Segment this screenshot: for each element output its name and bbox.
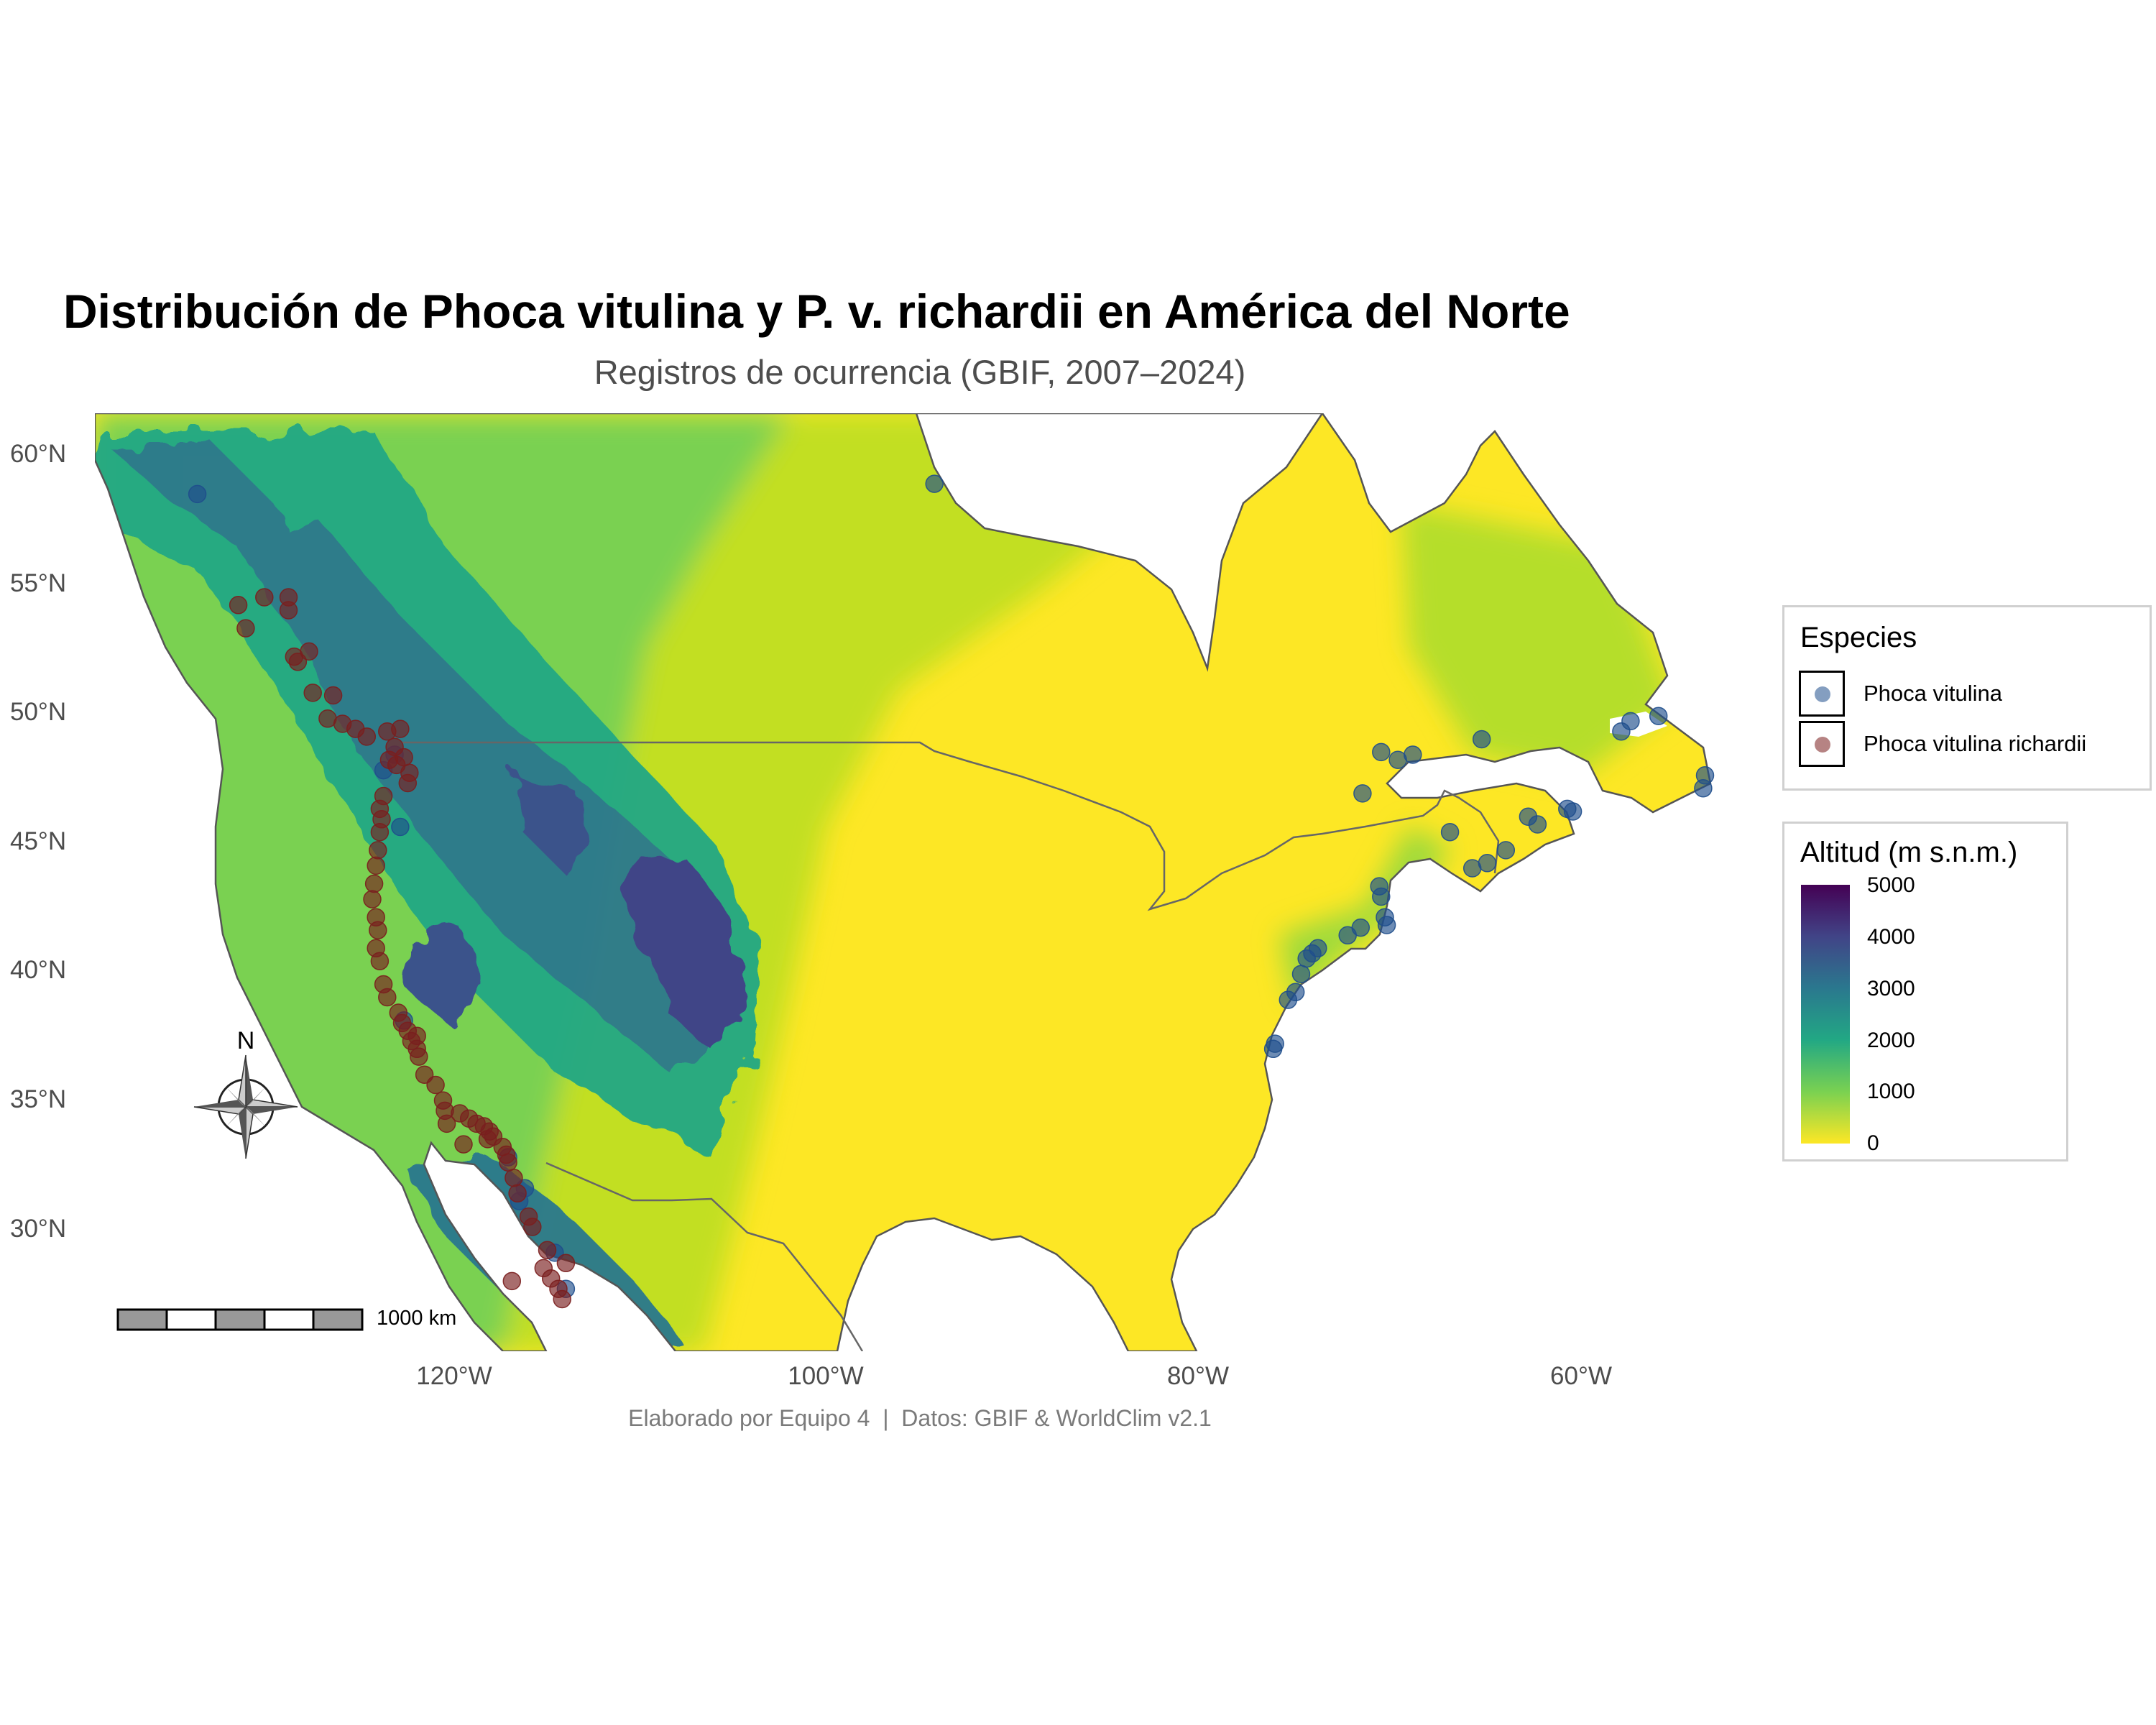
point-phoca-richardii xyxy=(236,619,255,638)
point-phoca-vitulina xyxy=(1377,916,1396,934)
point-phoca-vitulina xyxy=(1563,802,1583,821)
y-tick-label: 55°N xyxy=(10,569,67,597)
point-phoca-richardii xyxy=(300,642,318,661)
x-tick-label: 120°W xyxy=(416,1362,492,1390)
point-phoca-vitulina xyxy=(1694,778,1713,798)
point-phoca-vitulina xyxy=(1649,707,1668,725)
point-phoca-vitulina xyxy=(1478,854,1497,873)
point-phoca-richardii xyxy=(363,890,382,908)
point-phoca-richardii xyxy=(369,921,387,939)
y-tick-label: 40°N xyxy=(10,956,67,984)
north-arrow-label: N xyxy=(237,1027,255,1054)
scale-bar-label: 1000 km xyxy=(377,1307,457,1330)
y-tick-label: 45°N xyxy=(10,827,67,855)
point-phoca-richardii xyxy=(303,684,322,702)
point-phoca-vitulina xyxy=(1440,822,1460,842)
species-legend-title: Especies xyxy=(1800,622,1917,653)
map-title: Distribución de Phoca vitulina y P. v. r… xyxy=(63,285,1570,338)
point-phoca-richardii xyxy=(499,1153,517,1172)
point-phoca-richardii xyxy=(279,601,298,620)
point-phoca-richardii xyxy=(391,719,410,738)
point-phoca-richardii xyxy=(523,1218,542,1236)
x-tick-label: 100°W xyxy=(788,1362,864,1390)
point-phoca-vitulina xyxy=(1372,887,1391,906)
point-phoca-richardii xyxy=(229,596,248,615)
point-phoca-vitulina xyxy=(1404,745,1422,764)
point-phoca-richardii xyxy=(370,952,390,970)
point-phoca-richardii xyxy=(367,856,385,875)
colorbar-tick: 4000 xyxy=(1867,925,1915,949)
point-phoca-richardii xyxy=(508,1184,527,1203)
point-phoca-vitulina xyxy=(1472,730,1491,749)
point-phoca-vitulina xyxy=(1338,926,1357,945)
elevation-colorbar xyxy=(1801,885,1850,1144)
point-phoca-vitulina xyxy=(1612,722,1631,741)
point-phoca-richardii xyxy=(318,709,337,728)
point-phoca-richardii xyxy=(478,1130,497,1149)
point-phoca-vitulina xyxy=(1279,990,1298,1009)
point-phoca-richardii xyxy=(398,773,418,793)
point-phoca-vitulina xyxy=(188,484,207,504)
colorbar-tick: 2000 xyxy=(1867,1029,1915,1052)
colorbar-tick: 5000 xyxy=(1867,873,1915,897)
legend-dot-richardii xyxy=(1815,737,1830,753)
y-tick-label: 30°N xyxy=(10,1215,67,1243)
point-phoca-richardii xyxy=(502,1271,522,1291)
point-phoca-richardii xyxy=(426,1075,445,1095)
point-phoca-richardii xyxy=(387,755,406,775)
point-phoca-vitulina xyxy=(1496,841,1516,860)
legend-dot-vitulina xyxy=(1815,686,1830,702)
map-subtitle: Registros de ocurrencia (GBIF, 2007–2024… xyxy=(594,353,1246,391)
point-phoca-vitulina xyxy=(391,817,410,837)
x-tick-label: 60°W xyxy=(1550,1362,1612,1390)
y-tick-label: 60°N xyxy=(10,440,67,468)
point-phoca-richardii xyxy=(553,1289,571,1309)
point-phoca-vitulina xyxy=(925,474,944,493)
species-legend: Especies Phoca vitulina Phoca vitulina r… xyxy=(1782,605,2152,791)
legend-label-vitulina: Phoca vitulina xyxy=(1864,681,2003,706)
legend-key-richardii xyxy=(1799,721,1845,767)
point-phoca-richardii xyxy=(370,822,390,842)
y-tick-label: 35°N xyxy=(10,1085,67,1113)
x-tick-label: 80°W xyxy=(1167,1362,1229,1390)
y-tick-label: 50°N xyxy=(10,698,67,726)
point-phoca-richardii xyxy=(323,686,343,705)
north-arrow: N xyxy=(193,1027,298,1159)
point-phoca-richardii xyxy=(505,1169,523,1187)
point-phoca-richardii xyxy=(407,1026,426,1046)
point-phoca-richardii xyxy=(378,988,397,1007)
point-phoca-richardii xyxy=(369,841,387,860)
legend-label-richardii: Phoca vitulina richardii xyxy=(1864,731,2087,756)
point-phoca-richardii xyxy=(556,1254,576,1273)
point-phoca-richardii xyxy=(454,1135,473,1154)
point-phoca-richardii xyxy=(255,588,274,607)
legend-key-vitulina xyxy=(1799,671,1845,717)
point-phoca-vitulina xyxy=(1372,742,1391,762)
point-phoca-richardii xyxy=(288,653,308,671)
point-phoca-richardii xyxy=(437,1114,456,1133)
point-phoca-vitulina xyxy=(1291,965,1311,983)
colorbar-tick: 3000 xyxy=(1867,977,1915,1000)
scale-bar xyxy=(116,1308,364,1331)
colorbar-tick: 1000 xyxy=(1867,1080,1915,1103)
point-phoca-richardii xyxy=(364,874,384,893)
point-phoca-vitulina xyxy=(1528,815,1547,834)
point-phoca-vitulina xyxy=(1297,949,1316,968)
point-phoca-richardii xyxy=(357,727,377,746)
point-phoca-richardii xyxy=(538,1241,557,1260)
point-phoca-richardii xyxy=(410,1047,428,1066)
colorbar-tick: 0 xyxy=(1867,1131,1879,1155)
elevation-legend-title: Altitud (m s.n.m.) xyxy=(1800,837,2018,868)
map-caption: Elaborado por Equipo 4 | Datos: GBIF & W… xyxy=(628,1405,1212,1431)
point-phoca-vitulina xyxy=(1263,1039,1283,1059)
point-phoca-vitulina xyxy=(1353,784,1372,803)
